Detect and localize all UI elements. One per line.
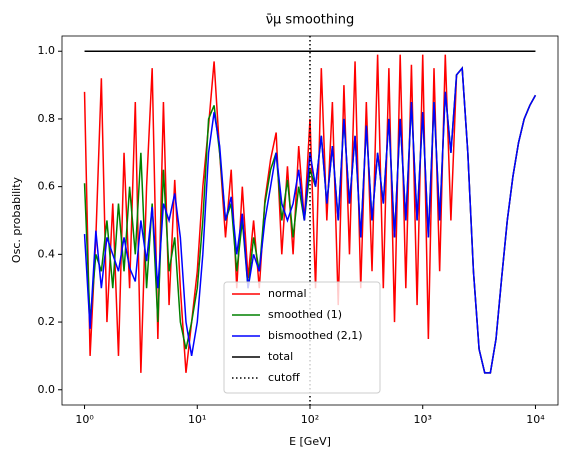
y-tick-label: 0.4 [38, 247, 56, 260]
chart-title: ν̄μ smoothing [266, 13, 354, 28]
y-tick-label: 0.2 [38, 315, 56, 328]
y-tick-label: 0.0 [38, 383, 56, 396]
legend-label: smoothed (1) [268, 308, 342, 321]
x-tick-label: 10² [301, 413, 319, 426]
legend-label: normal [268, 287, 307, 300]
legend-label: cutoff [268, 371, 300, 384]
y-axis-label: Osc. probability [10, 176, 23, 263]
legend-label: bismoothed (2,1) [268, 329, 363, 342]
y-tick-label: 0.6 [38, 180, 56, 193]
legend: normal smoothed (1) bismoothed (2,1) total c… [223, 281, 381, 394]
x-tick-label: 10⁰ [75, 413, 94, 426]
x-axis-label: E [GeV] [289, 435, 331, 448]
x-tick-label: 10⁴ [526, 413, 545, 426]
y-tick-label: 0.8 [38, 112, 56, 125]
axes-frame [61, 35, 559, 406]
x-tick-label: 10¹ [188, 413, 206, 426]
legend-label: total [268, 350, 293, 363]
y-tick-label: 1.0 [38, 44, 56, 57]
legend-box [223, 281, 381, 394]
x-tick-label: 10³ [414, 413, 432, 426]
